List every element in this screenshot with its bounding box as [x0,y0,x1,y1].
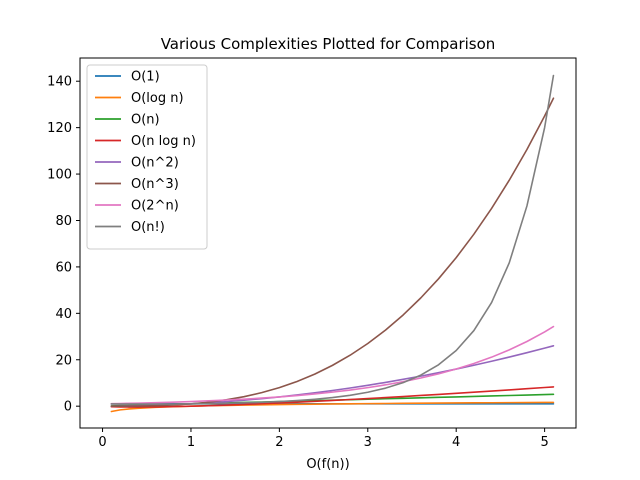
x-tick-label: 1 [187,435,195,450]
legend-label: O(n) [131,113,160,128]
legend: O(1) O(log n) O(n) O(n log n) O(n^2) O(n^3) O(… [86,64,208,250]
y-axis: 0 20 40 60 80 100 120 140 [47,75,80,415]
y-tick-label: 100 [47,168,72,183]
legend-label: O(n log n) [131,134,196,149]
y-tick-label: 120 [47,121,72,136]
x-tick-label: 0 [98,435,106,450]
series-line-o-n [110,74,555,405]
x-tick-label: 3 [364,435,372,450]
legend-label: O(2^n) [131,199,179,214]
y-tick-label: 80 [55,214,72,229]
legend-label: O(1) [131,70,160,85]
legend-label: O(log n) [131,91,184,106]
y-tick-label: 140 [47,75,72,90]
y-tick-label: 20 [55,353,72,368]
x-tick-label: 5 [540,435,548,450]
x-axis-label: O(f(n)) [306,457,349,472]
series-line-o-2-n [110,325,555,405]
x-tick-label: 4 [452,435,460,450]
x-tick-label: 2 [275,435,283,450]
y-tick-label: 60 [55,260,72,275]
legend-label: O(n^2) [131,156,179,171]
axes-frame [79,57,577,429]
legend-label: O(n^3) [131,177,179,192]
y-tick-label: 40 [55,307,72,322]
series-line-o-n-3 [110,97,555,407]
y-tick-label: 0 [64,400,72,415]
x-axis: 0 1 2 3 4 5 [98,428,549,450]
series-line-o-n-log-n [110,386,555,408]
legend-box [86,64,208,250]
legend-label: O(n!) [131,220,165,235]
chart-title: Various Complexities Plotted for Compari… [161,35,496,53]
series-layer [110,74,555,413]
